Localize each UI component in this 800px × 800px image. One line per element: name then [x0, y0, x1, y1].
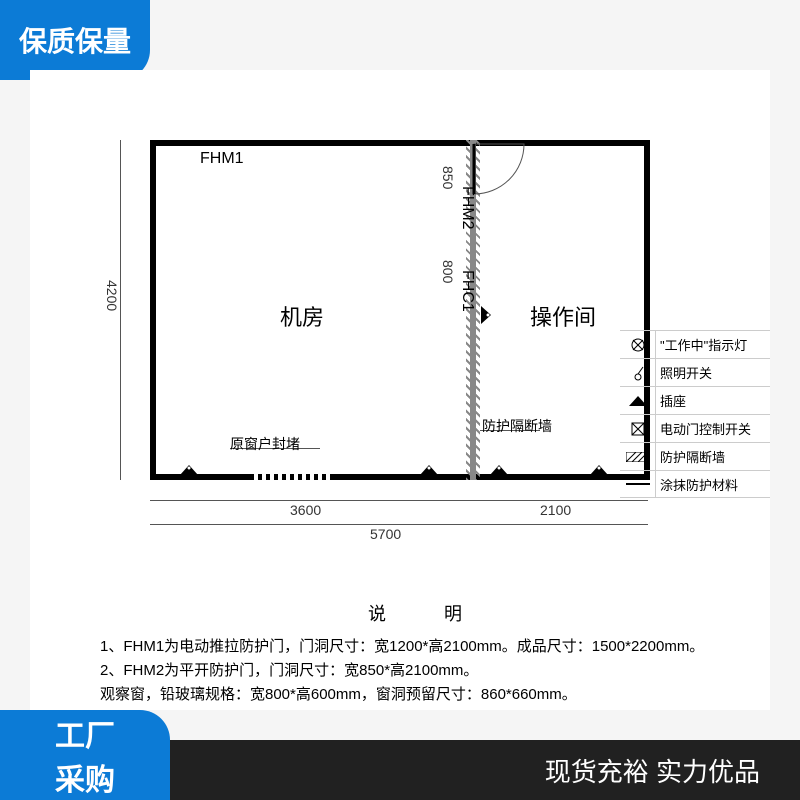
legend-text: 防护隔断墙 [656, 447, 770, 466]
legend-text: 插座 [656, 391, 770, 410]
socket-icon [420, 462, 438, 472]
desc-line: 观察窗，铅玻璃规格：宽800*高600mm，窗洞预留尺寸：860*660mm。 [100, 683, 750, 707]
legend-text: 涂抹防护材料 [656, 475, 770, 494]
dim-850: 850 [440, 166, 456, 189]
label-fhm2: FHM2 [458, 186, 476, 230]
dimline-left [120, 140, 121, 480]
dimline-5700 [150, 524, 648, 525]
window-block [250, 474, 330, 480]
bottom-bar-text: 现货充裕 实力优品 [545, 752, 760, 789]
hatch-icon [620, 443, 656, 470]
desc-line: 1、FHM1为电动推拉防护门，门洞尺寸：宽1200*高2100mm。成品尺寸：1… [100, 635, 750, 659]
legend: "工作中"指示灯 照明开关 插座 电动门控制开关 防护隔断墙 涂抹防护材料 [620, 330, 770, 498]
wall-bottom-left [150, 474, 250, 480]
dimline-2100 [470, 500, 648, 501]
legend-text: 电动门控制开关 [656, 419, 770, 438]
socket-icon [180, 462, 198, 472]
switch-icon [620, 359, 656, 386]
socket-icon [490, 462, 508, 472]
drawing-canvas: 机房 操作间 FHM1 FHM2 FHC1 850 800 防护隔断墙 原窗户封… [30, 70, 770, 710]
dim-800: 800 [440, 260, 456, 283]
socket-icon [484, 306, 494, 324]
dim-5700: 5700 [370, 526, 401, 542]
legend-row: 防护隔断墙 [620, 442, 770, 470]
room-label-machine: 机房 [280, 300, 324, 332]
dimline-3600 [150, 500, 470, 501]
badge-quality: 保质保量 [0, 0, 150, 80]
label-fhc1: FHC1 [458, 270, 476, 312]
dim-2100: 2100 [540, 502, 571, 518]
dim-4200: 4200 [104, 280, 120, 311]
legend-row: 电动门控制开关 [620, 414, 770, 442]
desc-title: 说 明 [100, 600, 750, 629]
socket-icon [590, 462, 608, 472]
socket-icon [620, 387, 656, 414]
legend-row: 照明开关 [620, 358, 770, 386]
legend-row: "工作中"指示灯 [620, 330, 770, 358]
legend-row: 涂抹防护材料 [620, 470, 770, 498]
legend-text: 照明开关 [656, 363, 770, 382]
desc-line: 2、FHM2为平开防护门，门洞尺寸：宽850*高2100mm。 [100, 659, 750, 683]
indicator-icon [620, 331, 656, 358]
description: 说 明 1、FHM1为电动推拉防护门，门洞尺寸：宽1200*高2100mm。成品… [100, 600, 750, 707]
legend-text: "工作中"指示灯 [656, 335, 770, 354]
legend-row: 插座 [620, 386, 770, 414]
wall-top [150, 140, 650, 146]
badge-factory: 工厂 采购 [0, 710, 170, 800]
label-partition: 防护隔断墙 [482, 416, 552, 436]
line-icon [620, 471, 656, 497]
ctrlsw-icon [620, 415, 656, 442]
label-fhm1: FHM1 [200, 150, 244, 168]
label-window: 原窗户封堵 [230, 434, 300, 454]
room-label-operation: 操作间 [530, 300, 596, 332]
wall-left [150, 140, 156, 480]
badge-factory-l1: 工厂 [55, 711, 115, 755]
dim-3600: 3600 [290, 502, 321, 518]
door-swing-fhm2 [472, 142, 532, 202]
badge-factory-l2: 采购 [55, 755, 115, 799]
